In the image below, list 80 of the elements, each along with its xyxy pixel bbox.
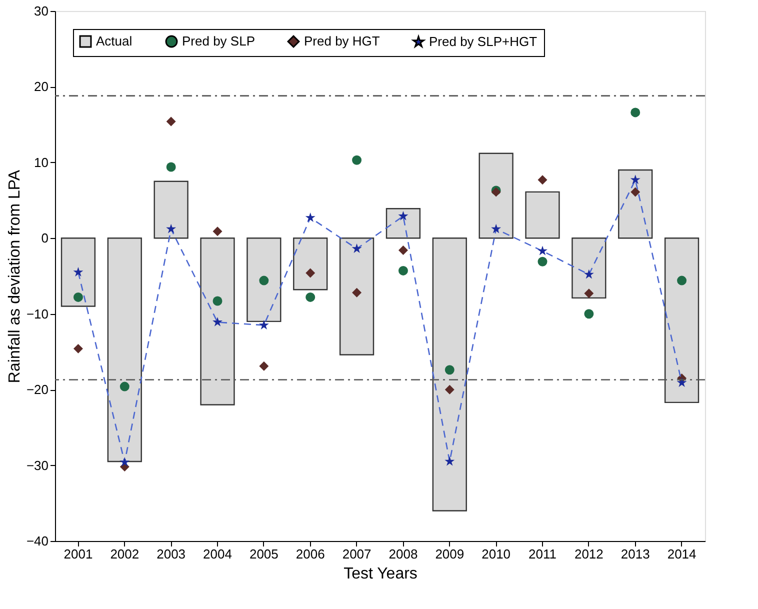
y-tick-label: 10 [34, 154, 48, 170]
y-tick-label: 30 [34, 4, 48, 18]
x-tick-label: 2005 [249, 546, 278, 562]
x-tick-label: 2002 [110, 546, 140, 562]
point [491, 224, 502, 234]
point [538, 175, 548, 185]
point [73, 266, 84, 276]
x-tick-label: 2010 [482, 546, 511, 562]
point [677, 276, 687, 286]
point [630, 187, 640, 197]
bar [386, 208, 421, 239]
y-tick-label: −40 [26, 534, 48, 548]
legend-label: Actual [96, 34, 132, 49]
point [676, 378, 687, 388]
x-tick-label: 2012 [574, 546, 604, 562]
point [352, 244, 362, 253]
point [398, 210, 408, 220]
bar [572, 238, 606, 299]
x-tick-label: 2008 [388, 546, 418, 562]
point [398, 266, 408, 276]
point [259, 276, 269, 286]
point [166, 224, 176, 234]
point [212, 226, 222, 236]
point [630, 174, 640, 184]
point [352, 288, 362, 298]
point [73, 344, 83, 354]
x-tick-label: 2001 [64, 546, 93, 562]
point [352, 155, 362, 165]
x-tick-label: 2013 [620, 546, 650, 562]
bar [525, 191, 560, 239]
y-tick-label: −20 [26, 382, 48, 398]
point [305, 212, 316, 222]
point [258, 320, 269, 330]
point [584, 269, 594, 279]
point [584, 288, 594, 298]
bar [432, 238, 467, 512]
point [584, 309, 594, 319]
point [120, 382, 130, 392]
x-tick-label: 2014 [667, 546, 696, 562]
point [259, 361, 269, 371]
point [398, 246, 408, 255]
x-tick-label: 2006 [296, 546, 325, 562]
bar [618, 169, 653, 239]
y-tick-label: −10 [26, 306, 48, 322]
y-tick-label: 20 [34, 79, 48, 94]
bar [107, 238, 142, 462]
bar [664, 238, 700, 404]
point [538, 256, 548, 266]
bar [293, 238, 328, 290]
point [120, 457, 130, 467]
point [166, 162, 176, 172]
x-axis-title: Test Years [344, 566, 418, 582]
legend-label: Pred by HGT [304, 34, 380, 49]
y-tick-label: −30 [26, 458, 48, 473]
bar [478, 152, 514, 239]
x-tick-label: 2009 [435, 546, 464, 562]
x-tick-label: 2007 [342, 546, 372, 562]
bar [339, 238, 374, 356]
x-tick-label: 2011 [528, 546, 556, 562]
point [166, 116, 176, 126]
y-axis-title: Rainfall as deviation from LPA [6, 170, 24, 384]
point [444, 456, 455, 466]
point [538, 246, 548, 256]
bar [200, 238, 235, 406]
point [306, 292, 316, 302]
x-tick-label: 2003 [156, 546, 186, 562]
y-tick-label: 0 [41, 230, 48, 246]
point [73, 292, 83, 302]
point [212, 316, 222, 326]
point [306, 268, 316, 278]
point [212, 296, 222, 306]
bar [246, 238, 282, 322]
bar [60, 238, 96, 307]
point [630, 108, 640, 118]
point [444, 365, 454, 375]
legend-label: Pred by SLP [182, 34, 255, 49]
x-tick-label: 2004 [203, 546, 232, 562]
bar [154, 180, 188, 239]
point [444, 384, 454, 394]
legend-label: Pred by SLP+HGT [429, 34, 538, 50]
